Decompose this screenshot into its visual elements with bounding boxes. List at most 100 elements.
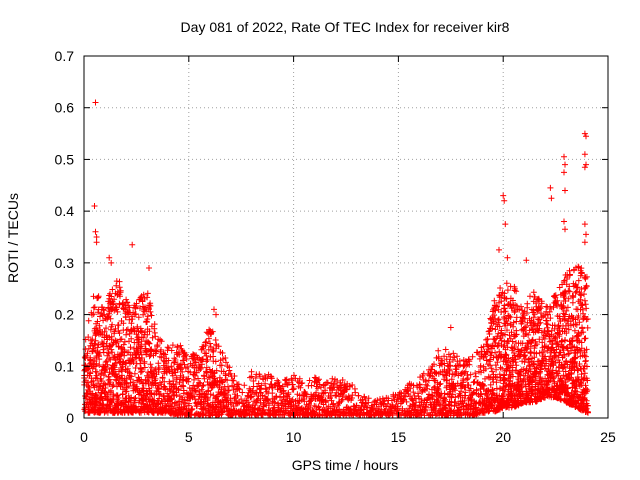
data-point xyxy=(487,362,493,369)
data-point xyxy=(141,358,148,365)
data-point xyxy=(101,328,108,335)
data-point xyxy=(266,402,272,409)
data-point xyxy=(126,304,133,311)
data-point xyxy=(230,377,237,384)
data-point xyxy=(108,259,115,266)
data-point xyxy=(97,313,103,320)
data-point xyxy=(108,346,115,353)
data-point xyxy=(465,382,472,388)
data-point xyxy=(172,369,179,376)
data-point xyxy=(151,379,158,386)
data-point xyxy=(139,327,145,334)
data-point xyxy=(544,321,551,328)
data-point xyxy=(496,323,503,330)
data-point xyxy=(185,402,192,409)
data-point xyxy=(177,372,184,379)
data-point xyxy=(523,323,530,330)
data-point xyxy=(137,349,144,355)
data-point xyxy=(264,397,271,404)
data-point xyxy=(103,333,110,340)
data-point xyxy=(432,369,439,376)
data-point xyxy=(96,322,103,329)
data-point xyxy=(343,386,350,393)
data-point xyxy=(584,324,591,331)
data-point xyxy=(435,347,442,354)
data-point xyxy=(509,373,516,380)
data-point xyxy=(147,308,154,315)
data-point xyxy=(127,379,134,386)
data-point xyxy=(262,385,269,392)
data-point xyxy=(339,396,346,403)
data-point xyxy=(286,379,292,386)
data-point xyxy=(358,402,365,409)
data-point xyxy=(285,389,292,396)
data-point xyxy=(314,385,321,392)
data-point xyxy=(583,305,590,312)
data-point xyxy=(410,389,417,396)
data-point xyxy=(524,345,531,352)
data-point xyxy=(472,370,479,377)
x-tick-label: 0 xyxy=(80,429,88,445)
data-point xyxy=(583,273,590,280)
data-point xyxy=(146,302,153,309)
data-point xyxy=(107,379,114,386)
data-point xyxy=(460,363,467,370)
data-point xyxy=(431,361,437,368)
data-point xyxy=(299,380,306,386)
data-point xyxy=(425,377,432,384)
y-tick-label: 0.7 xyxy=(55,48,75,64)
data-point xyxy=(539,339,546,346)
data-point xyxy=(148,391,155,397)
data-point xyxy=(133,383,140,390)
data-point xyxy=(501,197,508,204)
data-point xyxy=(319,396,326,403)
data-point xyxy=(205,335,212,342)
data-point xyxy=(493,366,500,373)
data-point xyxy=(502,376,508,383)
data-point xyxy=(511,309,518,316)
data-point xyxy=(95,293,102,300)
data-point xyxy=(568,369,575,376)
x-tick-label: 25 xyxy=(600,429,616,445)
data-point xyxy=(561,294,568,301)
data-point xyxy=(197,364,204,371)
data-point xyxy=(91,203,98,209)
data-point xyxy=(531,354,538,361)
data-point xyxy=(172,381,179,387)
data-point xyxy=(235,385,242,392)
data-point xyxy=(518,303,524,310)
data-point xyxy=(213,311,219,318)
data-point xyxy=(304,405,311,412)
data-point xyxy=(498,298,505,305)
data-point xyxy=(479,381,486,388)
data-point xyxy=(564,361,571,368)
data-point xyxy=(538,300,545,307)
data-point xyxy=(334,378,341,384)
data-point xyxy=(142,304,148,311)
data-point xyxy=(138,368,145,375)
data-point xyxy=(581,130,588,137)
data-point xyxy=(536,304,543,310)
data-point xyxy=(129,316,136,323)
data-point xyxy=(222,372,229,379)
data-point xyxy=(148,312,155,319)
x-tick-label: 20 xyxy=(495,429,511,445)
y-tick-label: 0 xyxy=(66,410,74,426)
data-point xyxy=(422,403,429,410)
data-point xyxy=(191,393,198,400)
data-point xyxy=(449,381,456,388)
data-point xyxy=(474,380,481,386)
data-point xyxy=(527,293,533,300)
data-point xyxy=(423,399,430,406)
data-point xyxy=(142,345,149,352)
data-point xyxy=(518,347,525,354)
data-point xyxy=(203,352,210,359)
data-point xyxy=(503,351,510,358)
data-point xyxy=(547,315,554,322)
data-point xyxy=(569,335,576,341)
data-point xyxy=(329,387,336,394)
data-point xyxy=(494,343,501,350)
data-point xyxy=(554,302,561,309)
data-point xyxy=(521,324,528,331)
data-point xyxy=(161,393,167,400)
